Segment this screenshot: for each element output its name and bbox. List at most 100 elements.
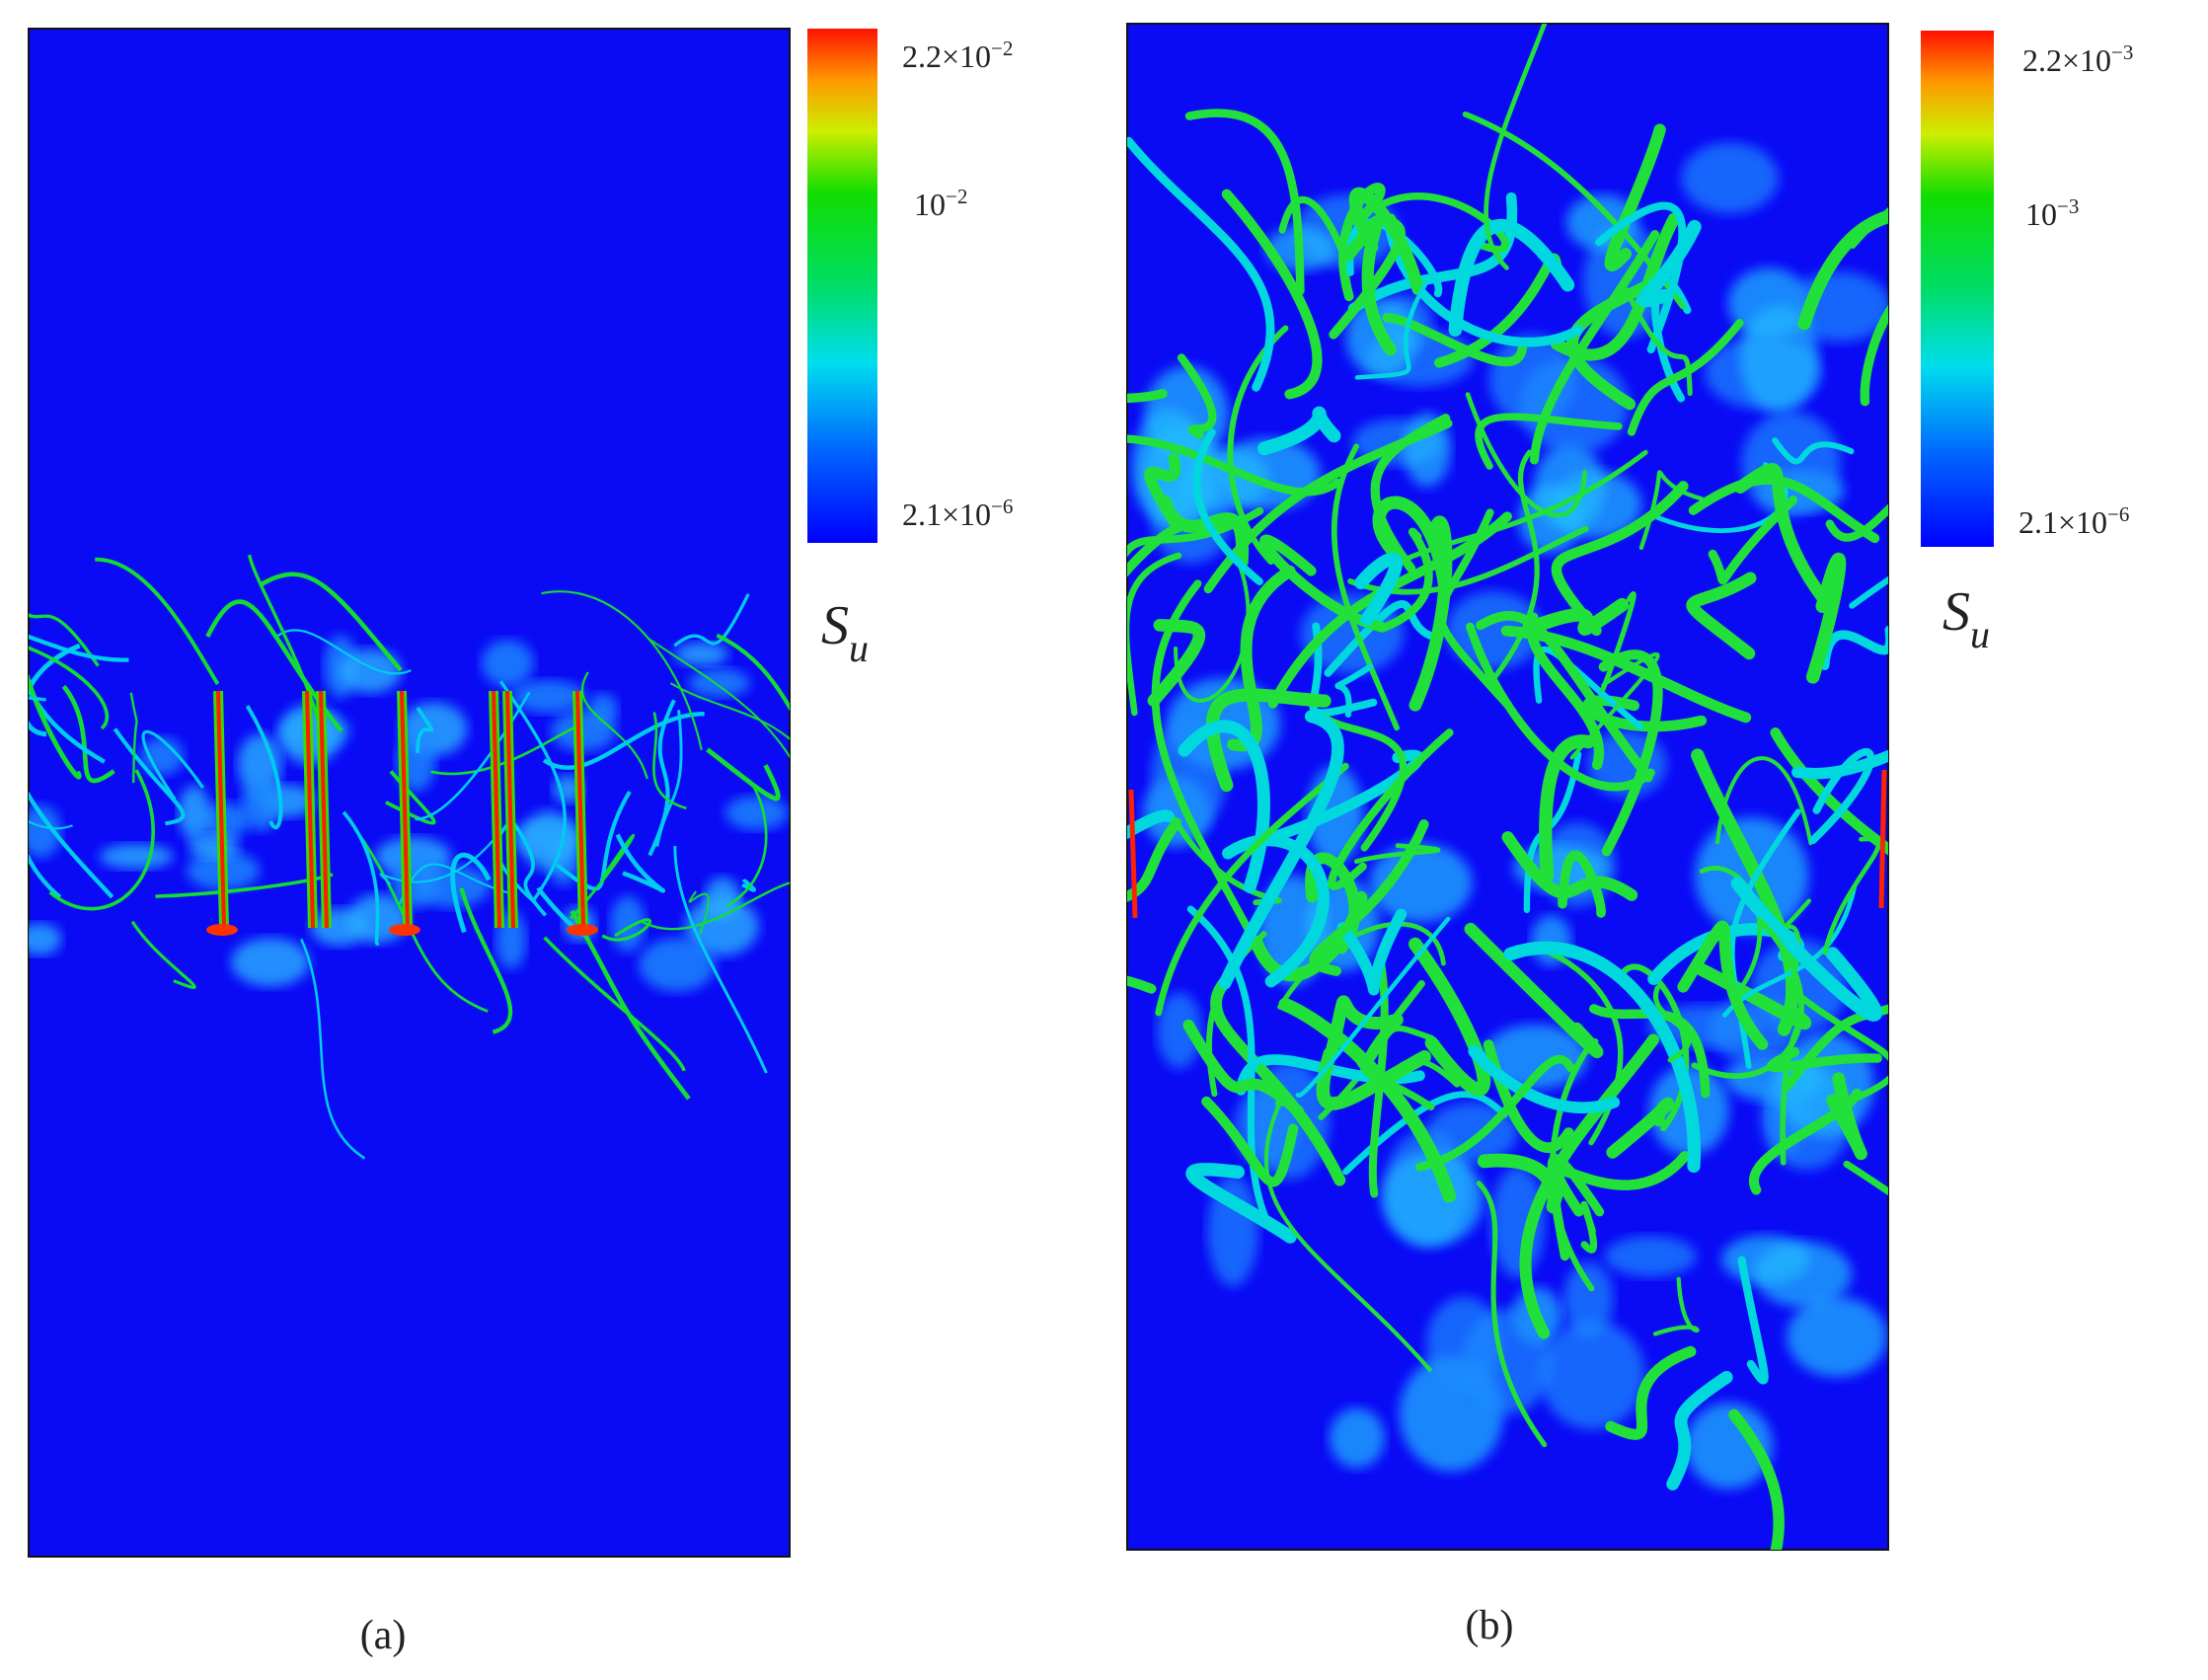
flow-structure bbox=[61, 684, 115, 784]
flow-structure bbox=[1491, 449, 1540, 680]
flow-structure bbox=[1342, 215, 1397, 356]
flow-structure bbox=[652, 712, 687, 810]
flow-structure bbox=[140, 736, 185, 776]
flow-structure bbox=[1551, 481, 1689, 637]
flow-structure bbox=[541, 590, 703, 750]
flow-structure bbox=[1483, 1024, 1588, 1090]
flow-structure bbox=[1186, 905, 1270, 1224]
flow-structure bbox=[1677, 920, 1769, 1050]
flow-structure bbox=[570, 909, 691, 1101]
flow-structure bbox=[511, 679, 585, 714]
flow-structure bbox=[430, 725, 579, 776]
flow-structure bbox=[1348, 187, 1424, 296]
flow-structure bbox=[685, 896, 759, 956]
flow-structure bbox=[1604, 123, 1666, 271]
flow-structure bbox=[339, 649, 402, 694]
flow-structure bbox=[1415, 1055, 1575, 1172]
flow-structure bbox=[1256, 406, 1341, 456]
flow-structure bbox=[1382, 313, 1528, 367]
flow-structure bbox=[1754, 1241, 1853, 1308]
flow-structure bbox=[276, 629, 412, 675]
flow-structure bbox=[1465, 622, 1655, 792]
flow-structure bbox=[1158, 495, 1250, 569]
flow-structure bbox=[1127, 389, 1168, 403]
flow-structure bbox=[48, 769, 155, 911]
colorbar-label: 10−3 bbox=[2025, 194, 2079, 232]
flow-structure bbox=[1218, 710, 1344, 990]
flow-structure bbox=[1369, 843, 1473, 923]
flow-structure bbox=[205, 599, 343, 733]
flow-structure bbox=[498, 680, 567, 901]
flow-structure bbox=[1843, 1160, 1888, 1196]
flow-structure bbox=[1730, 877, 1882, 1022]
flow-structure bbox=[1321, 713, 1408, 852]
flow-structure bbox=[1708, 496, 1798, 585]
flow-structure bbox=[310, 908, 368, 947]
colorbar-label: 2.1×10−6 bbox=[2018, 502, 2129, 540]
flow-structure bbox=[353, 827, 489, 1013]
flow-structure bbox=[29, 804, 61, 858]
flow-structure bbox=[1462, 1308, 1553, 1414]
flow-structure bbox=[29, 613, 100, 667]
flow-structure bbox=[1529, 230, 1660, 465]
flow-structure bbox=[669, 682, 790, 740]
flow-structure bbox=[1475, 413, 1623, 470]
flow-structure bbox=[1501, 831, 1638, 901]
flow-structure bbox=[1465, 392, 1587, 518]
flow-structure bbox=[1354, 278, 1430, 380]
flow-structure bbox=[245, 705, 283, 830]
flow-structure bbox=[1127, 809, 1175, 840]
flow-structure bbox=[1563, 1261, 1614, 1337]
flow-structure bbox=[1547, 1154, 1605, 1261]
flow-structure bbox=[129, 692, 138, 784]
flow-structure bbox=[1278, 997, 1457, 1203]
flow-structure bbox=[1151, 579, 1256, 940]
flow-structure bbox=[29, 853, 62, 899]
flow-structure bbox=[575, 690, 585, 929]
flow-structure bbox=[1606, 1097, 1675, 1159]
flow-structure bbox=[95, 557, 220, 685]
flow-structure bbox=[1210, 974, 1346, 1186]
flow-structure bbox=[389, 924, 420, 936]
flow-structure bbox=[1849, 575, 1888, 609]
flow-structure bbox=[610, 895, 646, 953]
flow-structure bbox=[1257, 1063, 1289, 1107]
flow-structure bbox=[1221, 189, 1323, 400]
contour-pattern bbox=[29, 554, 790, 1160]
flow-structure bbox=[342, 810, 380, 946]
flow-structure bbox=[567, 924, 598, 936]
flow-structure bbox=[1616, 963, 1690, 1132]
flow-structure bbox=[1260, 749, 1424, 845]
flow-structure bbox=[1128, 789, 1138, 919]
flow-structure bbox=[1685, 1403, 1774, 1489]
flow-structure bbox=[1595, 201, 1687, 354]
flow-structure bbox=[29, 646, 109, 730]
flow-structure bbox=[319, 690, 329, 929]
flow-structure bbox=[1177, 353, 1217, 439]
flow-structure bbox=[1791, 749, 1888, 780]
colorbar-label: 2.2×10−2 bbox=[902, 37, 1013, 74]
flow-structure bbox=[1295, 916, 1451, 1098]
colorbar bbox=[807, 29, 877, 543]
flow-structure bbox=[1326, 995, 1404, 1057]
flow-structure bbox=[29, 673, 82, 780]
flow-structure bbox=[1691, 748, 1799, 1036]
flow-structure bbox=[1604, 1236, 1697, 1277]
flow-structure bbox=[1353, 843, 1441, 865]
colorbar-label: 10−2 bbox=[914, 185, 967, 222]
flow-structure bbox=[248, 554, 326, 742]
flow-structure bbox=[1792, 989, 1888, 1107]
flow-structure bbox=[1528, 597, 1630, 636]
flow-structure bbox=[1737, 1256, 1769, 1385]
flow-structure bbox=[1144, 452, 1183, 533]
flow-structure bbox=[178, 785, 211, 840]
flow-structure bbox=[688, 668, 750, 698]
flow-structure bbox=[450, 852, 492, 934]
flow-structure bbox=[216, 690, 226, 929]
flow-structure bbox=[29, 791, 114, 899]
flow-structure bbox=[716, 633, 790, 712]
flow-structure bbox=[1201, 1096, 1299, 1187]
flow-structure bbox=[505, 690, 515, 929]
flow-structure bbox=[1500, 625, 1752, 724]
flow-structure bbox=[1277, 921, 1446, 1010]
